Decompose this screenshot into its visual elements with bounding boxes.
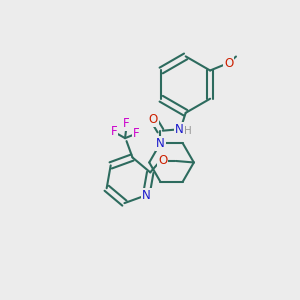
Text: F: F [133, 127, 140, 140]
Text: O: O [158, 154, 167, 167]
Text: F: F [123, 117, 130, 130]
Text: O: O [224, 57, 233, 70]
Text: H: H [184, 126, 192, 136]
Text: O: O [148, 113, 158, 126]
Text: N: N [175, 123, 184, 136]
Text: N: N [142, 189, 151, 202]
Text: F: F [110, 125, 117, 138]
Text: N: N [156, 137, 165, 150]
